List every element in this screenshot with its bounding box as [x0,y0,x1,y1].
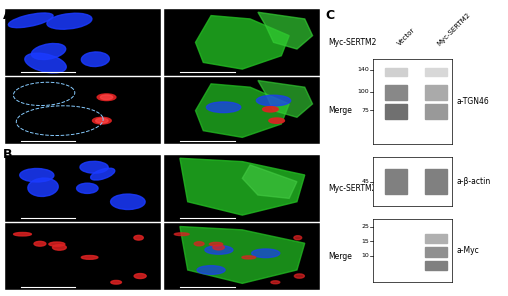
Ellipse shape [31,44,66,59]
Polygon shape [196,84,289,137]
Ellipse shape [257,95,291,106]
Ellipse shape [263,107,278,112]
Polygon shape [180,158,305,215]
Ellipse shape [111,194,145,210]
Ellipse shape [271,281,280,284]
Text: Myc-SERTM2: Myc-SERTM2 [328,38,376,47]
Polygon shape [258,12,312,49]
Ellipse shape [92,117,111,124]
Text: Merge: Merge [328,252,352,261]
Ellipse shape [90,168,115,180]
Ellipse shape [209,242,223,246]
Text: 100: 100 [358,89,369,94]
Ellipse shape [134,274,146,279]
Ellipse shape [269,118,284,123]
Ellipse shape [8,13,53,28]
Ellipse shape [205,246,233,254]
Ellipse shape [194,242,204,246]
Ellipse shape [47,13,92,29]
FancyBboxPatch shape [385,85,407,100]
Text: 15: 15 [361,239,369,244]
Text: 10: 10 [361,253,369,258]
Ellipse shape [34,241,46,246]
Text: a-Myc: a-Myc [456,246,479,255]
Polygon shape [242,165,297,198]
Text: Merge: Merge [328,106,352,115]
Text: 25: 25 [361,224,369,229]
Text: Myc-SERTM2: Myc-SERTM2 [436,11,471,47]
Text: Myc-SERTM2: Myc-SERTM2 [328,184,376,193]
Ellipse shape [81,255,98,259]
Ellipse shape [174,233,189,236]
Ellipse shape [294,274,304,278]
Ellipse shape [197,266,225,274]
Text: 45: 45 [361,179,369,184]
Ellipse shape [81,52,109,67]
Ellipse shape [97,94,116,101]
FancyBboxPatch shape [425,85,447,100]
Text: A: A [3,9,12,22]
FancyBboxPatch shape [385,104,407,119]
Ellipse shape [251,249,280,258]
Ellipse shape [206,102,241,112]
Ellipse shape [100,95,113,99]
FancyBboxPatch shape [385,169,407,194]
Ellipse shape [80,161,108,173]
Ellipse shape [77,183,98,193]
Text: C: C [325,9,334,22]
FancyBboxPatch shape [425,104,447,119]
Polygon shape [180,226,305,283]
Text: Vector: Vector [396,27,416,47]
FancyBboxPatch shape [425,234,447,243]
FancyBboxPatch shape [425,68,447,76]
FancyBboxPatch shape [385,68,407,76]
Polygon shape [258,81,312,117]
Ellipse shape [242,256,256,259]
Text: a-β-actin: a-β-actin [456,177,491,186]
FancyBboxPatch shape [425,261,447,271]
Ellipse shape [14,232,31,236]
Ellipse shape [20,168,54,182]
Text: 75: 75 [361,108,369,113]
Ellipse shape [28,178,58,197]
Ellipse shape [294,236,302,240]
Ellipse shape [49,242,65,246]
Ellipse shape [111,280,121,284]
FancyBboxPatch shape [425,247,447,257]
Ellipse shape [213,245,225,250]
Text: B: B [3,148,12,161]
Ellipse shape [134,235,143,240]
Polygon shape [196,16,289,69]
Ellipse shape [52,245,66,250]
Ellipse shape [96,118,108,123]
Text: a-TGN46: a-TGN46 [456,97,489,106]
Text: 140: 140 [357,67,369,72]
FancyBboxPatch shape [425,169,447,194]
Ellipse shape [25,53,66,73]
